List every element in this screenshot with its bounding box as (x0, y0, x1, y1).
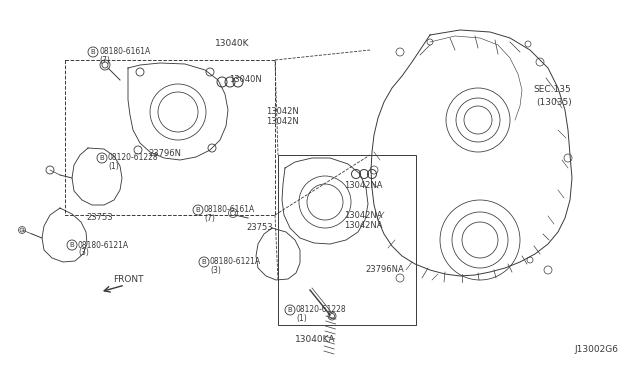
Text: (1): (1) (108, 161, 119, 170)
Text: 08180-6161A: 08180-6161A (99, 48, 150, 57)
Text: 13042NA: 13042NA (344, 211, 382, 219)
Text: B: B (91, 49, 95, 55)
Text: B: B (100, 155, 104, 161)
Text: (7): (7) (204, 214, 215, 222)
Text: 13042N: 13042N (266, 118, 298, 126)
Text: 23796N: 23796N (148, 148, 182, 157)
Text: 08120-61228: 08120-61228 (108, 154, 159, 163)
Text: (7): (7) (99, 55, 110, 64)
Text: 23753: 23753 (246, 224, 273, 232)
Text: 13040N: 13040N (228, 76, 261, 84)
Text: 23796NA: 23796NA (365, 266, 404, 275)
Text: 13042N: 13042N (266, 108, 298, 116)
Text: 13042NA: 13042NA (344, 221, 382, 230)
Text: (3): (3) (78, 248, 89, 257)
Bar (65, 60, 275, 215)
Text: 08180-6121A: 08180-6121A (78, 241, 129, 250)
Bar (278, 155, 416, 325)
Text: SEC.135: SEC.135 (533, 86, 571, 94)
Text: 08180-6161A: 08180-6161A (204, 205, 255, 215)
Text: J13002G6: J13002G6 (574, 346, 618, 355)
Text: 08180-6121A: 08180-6121A (210, 257, 261, 266)
Text: 13040KA: 13040KA (295, 336, 335, 344)
Text: B: B (70, 242, 74, 248)
Text: (13035): (13035) (536, 97, 572, 106)
Text: B: B (196, 207, 200, 213)
Text: 13042NA: 13042NA (344, 180, 382, 189)
Text: 13040K: 13040K (215, 38, 249, 48)
Text: (1): (1) (296, 314, 307, 323)
Text: (3): (3) (210, 266, 221, 275)
Text: FRONT: FRONT (113, 276, 143, 285)
Text: 08120-61228: 08120-61228 (296, 305, 347, 314)
Text: B: B (202, 259, 206, 265)
Text: B: B (287, 307, 292, 313)
Text: 23753: 23753 (86, 214, 113, 222)
